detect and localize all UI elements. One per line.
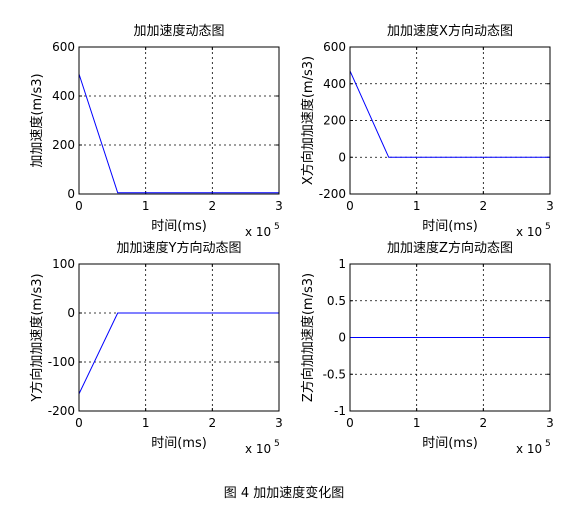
subplot-title: 加加速度动态图 [133, 23, 224, 39]
x-tick-label: 1 [413, 199, 421, 213]
y-axis-label: Z方向加加速度(m/s3) [300, 273, 316, 402]
x-tick-label: 2 [209, 199, 217, 213]
y-tick-label: 1 [338, 257, 346, 271]
y-axis-label: Y方向加加速度(m/s3) [29, 273, 45, 402]
x-tick-label: 0 [346, 199, 354, 213]
axes-box [349, 46, 551, 195]
x-tick-label: 2 [209, 416, 217, 430]
subplot: 0 1 2 3-2000200400600加加速度X方向动态图时间(ms)X方向加加速… [300, 23, 554, 239]
x-multiplier: x 10 [516, 442, 542, 456]
x-tick-label: 2 [480, 199, 488, 213]
subplot-title: 加加速度Y方向动态图 [117, 240, 242, 256]
data-line [349, 70, 550, 158]
x-multiplier: x 10 [516, 225, 542, 239]
y-tick-label: -200 [319, 187, 346, 201]
y-tick-label: 100 [52, 257, 75, 271]
y-tick-label: 0.5 [327, 294, 346, 308]
y-axis-label: 加加速度(m/s3) [29, 73, 45, 167]
y-tick-label: 200 [52, 138, 75, 152]
x-multiplier-exponent: 5 [545, 222, 551, 232]
axes-box [78, 263, 280, 412]
subplot-title: 加加速度Z方向动态图 [387, 240, 513, 256]
axes-box [78, 46, 280, 195]
x-tick-label: 1 [142, 199, 150, 213]
y-tick-label: 0 [338, 331, 346, 345]
x-tick-label: 3 [275, 416, 283, 430]
plot-area [79, 264, 279, 411]
data-line [78, 312, 279, 395]
y-tick-label: -0.5 [323, 367, 346, 381]
x-multiplier-exponent: 5 [545, 439, 551, 449]
x-tick-label: 0 [346, 416, 354, 430]
y-tick-label: 400 [52, 89, 75, 103]
y-axis-label: X方向加加速度(m/s3) [300, 56, 316, 185]
x-tick-label: 0 [75, 416, 83, 430]
y-tick-label: 0 [67, 306, 75, 320]
y-tick-label: 0 [67, 187, 75, 201]
subplot-title: 加加速度X方向动态图 [387, 23, 513, 39]
y-tick-label: -1 [334, 404, 346, 418]
x-tick-label: 1 [142, 416, 150, 430]
plot-area [79, 47, 279, 194]
x-tick-label: 3 [546, 416, 554, 430]
x-tick-label: 0 [75, 199, 83, 213]
x-tick-label: 1 [413, 416, 421, 430]
x-axis-label: 时间(ms) [151, 436, 207, 451]
y-tick-label: 200 [323, 114, 346, 128]
y-tick-label: 400 [323, 77, 346, 91]
y-tick-label: 600 [52, 40, 75, 54]
y-tick-label: -100 [48, 355, 75, 369]
x-tick-label: 3 [275, 199, 283, 213]
data-line [78, 73, 279, 194]
caption: 图 4 加加速度变化图 [224, 485, 345, 501]
x-tick-label: 2 [480, 416, 488, 430]
x-axis-label: 时间(ms) [422, 219, 478, 234]
y-tick-label: 600 [323, 40, 346, 54]
y-tick-label: -200 [48, 404, 75, 418]
x-tick-label: 3 [546, 199, 554, 213]
x-multiplier: x 10 [245, 225, 271, 239]
x-axis-label: 时间(ms) [422, 436, 478, 451]
y-tick-label: 0 [338, 150, 346, 164]
axes-box [349, 263, 551, 412]
x-multiplier-exponent: 5 [274, 439, 280, 449]
x-axis-label: 时间(ms) [151, 219, 207, 234]
x-multiplier: x 10 [245, 442, 271, 456]
x-multiplier-exponent: 5 [274, 222, 280, 232]
